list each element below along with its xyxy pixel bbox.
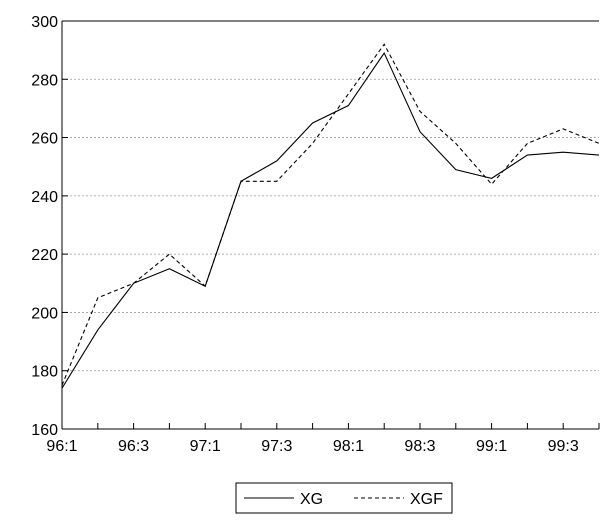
- x-tick-label: 98:3: [404, 438, 435, 455]
- line: [61, 51, 600, 389]
- legend-label: XGF: [410, 491, 443, 508]
- legend-label: XG: [300, 491, 323, 508]
- y-tick-label: 280: [31, 72, 58, 89]
- x-tick-label: 97:1: [190, 438, 221, 455]
- x-tick-label: 99:3: [548, 438, 579, 455]
- y-tick-label: 240: [31, 189, 58, 206]
- line: [61, 43, 600, 386]
- x-tick-label: 96:3: [118, 438, 149, 455]
- x-tick-label: 97:3: [261, 438, 292, 455]
- y-tick-label: 160: [31, 422, 58, 439]
- y-tick-label: 220: [31, 247, 58, 264]
- x-tick-label: 98:1: [333, 438, 364, 455]
- y-tick-label: 200: [31, 305, 58, 322]
- x-tick-label: 99:1: [476, 438, 507, 455]
- y-tick-label: 260: [31, 131, 58, 148]
- y-tick-label: 180: [31, 364, 58, 381]
- legend-box: [235, 482, 453, 514]
- y-tick-label: 300: [31, 14, 58, 31]
- x-tick-label: 96:1: [46, 438, 77, 455]
